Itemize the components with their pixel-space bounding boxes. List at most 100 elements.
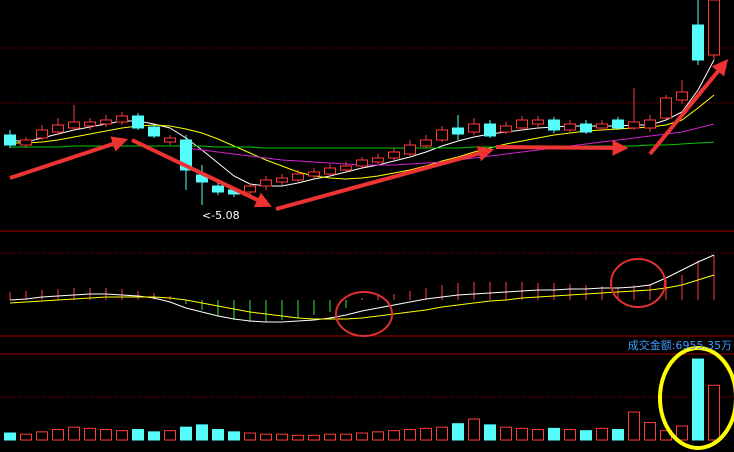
candle-body	[372, 157, 384, 163]
candle-body	[212, 185, 224, 193]
volume-bar	[356, 432, 368, 441]
volume-bar	[4, 432, 16, 441]
candle-body	[4, 134, 16, 146]
candle-body	[308, 171, 320, 177]
candle-body	[20, 139, 32, 146]
candle-body	[292, 173, 304, 181]
volume-bar	[180, 426, 192, 441]
arrow	[275, 145, 495, 211]
volume-bar	[340, 433, 352, 441]
candle-body	[324, 167, 336, 175]
candle-body	[628, 121, 640, 129]
candle-body	[388, 151, 400, 159]
candle-body	[500, 125, 512, 133]
volume-bar	[196, 424, 208, 441]
volume-bar	[132, 429, 144, 441]
volume-bar	[532, 429, 544, 441]
candle-body	[660, 97, 672, 119]
candle-body	[84, 121, 96, 127]
candle-body	[708, 0, 720, 56]
volume-bar	[708, 384, 720, 441]
candle-body	[580, 123, 592, 133]
candle-body	[468, 123, 480, 133]
candle-body	[516, 119, 528, 129]
volume-bar	[308, 434, 320, 441]
candle-body	[420, 139, 432, 147]
highlight-circle	[610, 258, 666, 308]
volume-bar	[468, 418, 480, 441]
candle-body	[532, 119, 544, 125]
volume-bar	[68, 426, 80, 441]
low-annotation: <-5.08	[202, 209, 240, 222]
annotations	[9, 59, 734, 450]
candle-body	[612, 119, 624, 129]
arrow	[648, 59, 729, 156]
candle-body	[644, 119, 656, 129]
indicator-line	[9, 274, 715, 320]
candle-body	[276, 177, 288, 183]
volume-bar	[644, 422, 656, 441]
candle-body	[180, 139, 192, 171]
volume-bar	[388, 430, 400, 441]
candle-body	[36, 129, 48, 139]
candle-body	[100, 119, 112, 125]
volume-bar	[36, 431, 48, 441]
candle-body	[452, 127, 464, 135]
candle-body	[564, 123, 576, 131]
panel-lines	[0, 47, 734, 398]
volume-bar	[292, 434, 304, 441]
volume-bar	[100, 429, 112, 441]
candle-body	[164, 137, 176, 143]
candle-body	[692, 24, 704, 61]
volume-bar	[420, 427, 432, 441]
volume-bar	[452, 423, 464, 441]
volume-bar	[84, 427, 96, 441]
volume-bar	[404, 429, 416, 441]
volume-bar	[324, 433, 336, 441]
indicator-line	[10, 94, 715, 180]
volume-bar	[564, 429, 576, 441]
volume-bar	[164, 430, 176, 441]
candle-body	[340, 165, 352, 171]
candle-body	[356, 159, 368, 167]
volume-bar	[148, 431, 160, 441]
marks	[4, 0, 720, 441]
candle-body	[676, 91, 688, 101]
volume-bar	[116, 430, 128, 441]
candle-body	[596, 123, 608, 129]
volume-bar	[692, 358, 704, 441]
volume-bar	[276, 433, 288, 441]
volume-title: 成交金额:6955.35万	[628, 338, 732, 352]
volume-bar	[484, 424, 496, 441]
volume-bar	[516, 427, 528, 441]
volume-bar	[500, 426, 512, 441]
volume-bar	[548, 427, 560, 441]
volume-bar	[676, 425, 688, 441]
highlight-circle	[658, 346, 734, 450]
candle-body	[52, 124, 64, 133]
candle-body	[68, 121, 80, 129]
volume-bar	[52, 429, 64, 441]
highlight-circle	[335, 291, 393, 337]
volume-bar	[628, 411, 640, 441]
volume-bar	[580, 430, 592, 441]
candle-body	[548, 119, 560, 131]
candle-body	[116, 115, 128, 123]
volume-bar	[212, 429, 224, 441]
arrow	[9, 136, 129, 180]
arrow	[495, 139, 629, 156]
candle-body	[244, 185, 256, 193]
candle-body	[436, 129, 448, 141]
candle-body	[132, 115, 144, 129]
arrow	[131, 138, 272, 208]
volume-bar	[20, 433, 32, 441]
volume-bar	[436, 426, 448, 441]
volume-bar	[372, 431, 384, 441]
candle-body	[260, 179, 272, 187]
candle-body	[484, 123, 496, 137]
indicator-line	[9, 254, 715, 323]
volume-bar	[244, 432, 256, 441]
volume-bar	[596, 427, 608, 441]
